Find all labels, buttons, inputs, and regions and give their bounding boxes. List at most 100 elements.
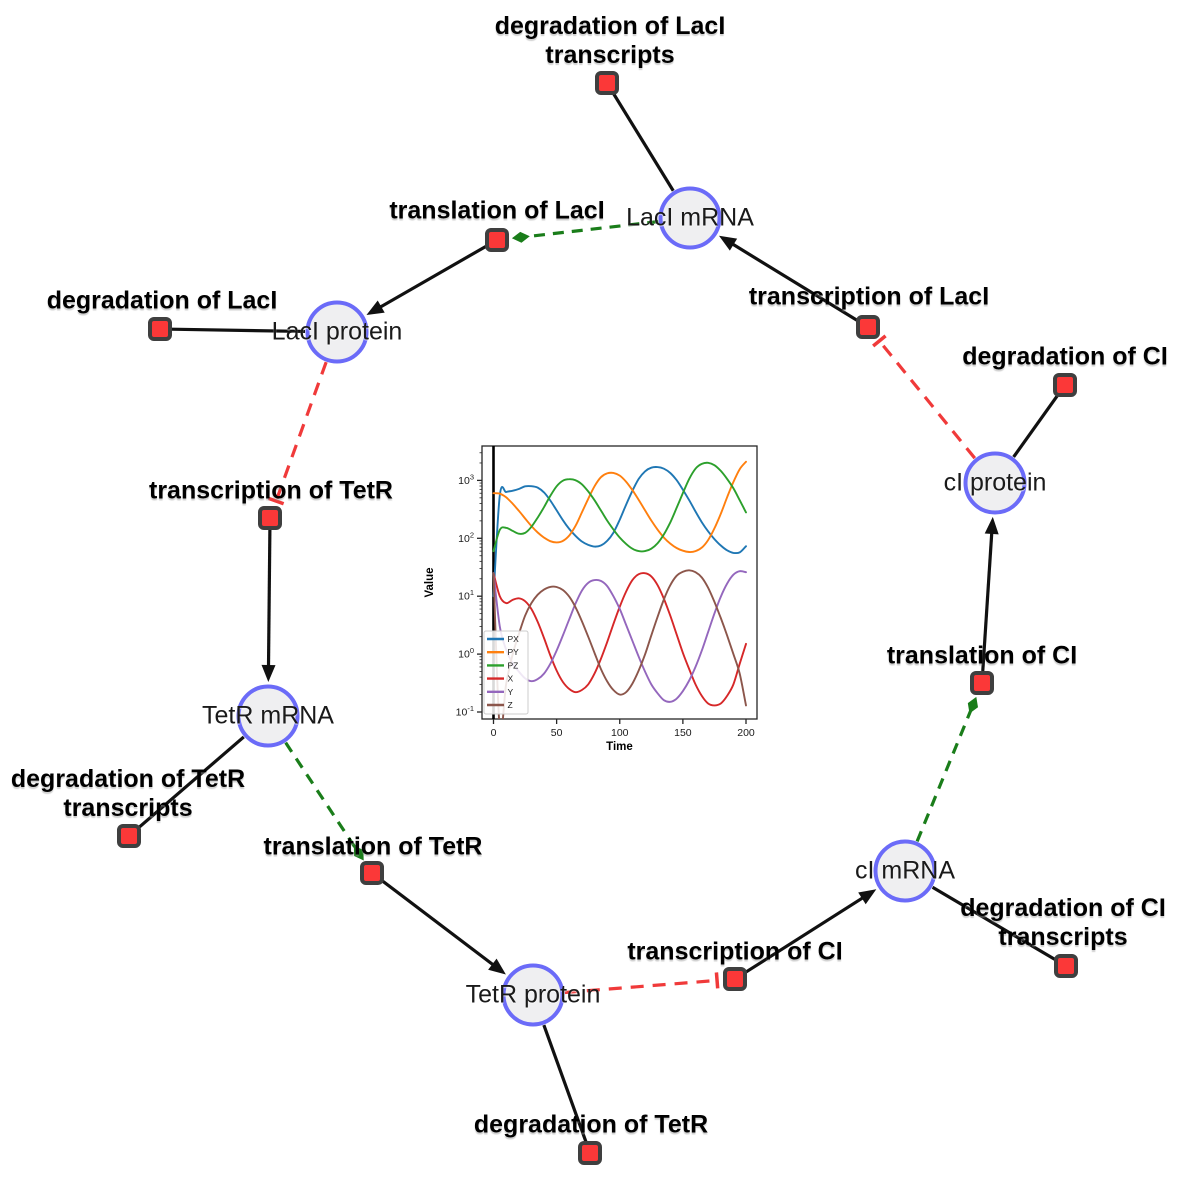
edge-cI-mRNA-to-deg-transcripts	[931, 885, 1058, 962]
reaction-label-deg-cI-tx: degradation of CI transcripts	[960, 894, 1166, 952]
arrowhead	[858, 889, 877, 905]
reaction-label-line: translation of CI	[886, 641, 1078, 670]
species-node-tetR-protein[interactable]	[501, 963, 565, 1027]
edge-line	[564, 978, 717, 995]
species-label-tetR-protein: TetR protein	[465, 980, 601, 1009]
edge-line	[915, 710, 973, 842]
arrowhead	[261, 664, 276, 683]
edge-tetR-mRNA-to-deg-transcripts	[136, 735, 245, 831]
inhibition-tbar	[872, 334, 887, 348]
edge-line	[274, 361, 328, 501]
species-label-lacI-mRNA: LacI mRNA	[626, 203, 754, 232]
reaction-label-deg-tetR-tx: degradation of TetR transcripts	[11, 765, 245, 823]
edge-line	[744, 894, 867, 974]
reaction-label-line: transcription of LacI	[748, 282, 990, 311]
reaction-label-line: degradation of LacI	[46, 286, 278, 315]
edge-translation-lacI-to-protein	[366, 244, 488, 316]
edge-tetR-protein-to-degradation	[542, 1024, 588, 1144]
reaction-node-transcr-cI[interactable]	[723, 967, 747, 991]
edge-line	[729, 241, 859, 323]
arrowhead	[488, 958, 506, 975]
reaction-label-line: translation of TetR	[263, 832, 483, 861]
reaction-label-line: degradation of LacI	[494, 12, 726, 40]
legend-label-PY: PY	[508, 647, 520, 657]
series-line-PZ	[492, 461, 747, 553]
x-tick-label: 0	[491, 727, 497, 739]
edge-cI-mRNA-to-translation	[915, 696, 978, 842]
legend-label-X: X	[508, 674, 514, 684]
species-node-lacI-mRNA[interactable]	[658, 186, 722, 250]
reaction-label-deg-tetR: degradation of TetR	[474, 1111, 708, 1140]
arrowhead	[984, 516, 999, 535]
edge-lacI-mRNA-to-translation	[511, 220, 659, 243]
arrowhead	[718, 235, 738, 251]
modifier-diamond-head	[511, 231, 530, 243]
reaction-label-line: translation of LacI	[389, 196, 605, 225]
species-node-cI-mRNA[interactable]	[873, 839, 937, 903]
reaction-node-deg-cI-tx[interactable]	[1054, 954, 1078, 978]
arrowhead	[366, 300, 385, 316]
edge-line	[380, 878, 497, 968]
edge-transcription-tetR-to-mRNA	[261, 529, 276, 683]
reaction-label-deg-lacI: degradation of LacI	[47, 287, 278, 316]
reaction-node-deg-cI[interactable]	[1053, 373, 1077, 397]
reaction-label-line: degradation of TetR	[473, 1110, 709, 1139]
edge-cI-protein-to-degradation	[1012, 393, 1060, 458]
chart-legend: PX PY PZ XYZ	[483, 630, 529, 715]
x-tick-label: 50	[551, 727, 563, 739]
reaction-node-transcr-tetR[interactable]	[258, 506, 282, 530]
series-line-Z	[492, 569, 747, 719]
inhibition-tbar	[267, 496, 285, 506]
legend-label-Y: Y	[508, 687, 514, 697]
series-line-PX	[492, 466, 747, 598]
edge-lacI-protein-to-degradation	[170, 327, 306, 334]
reaction-node-deg-lacI[interactable]	[148, 317, 172, 341]
reaction-label-transl-cI: translation of CI	[887, 642, 1077, 671]
reaction-node-transcr-lacI[interactable]	[856, 315, 880, 339]
edge-line	[376, 244, 488, 310]
edge-line	[526, 220, 659, 239]
reaction-node-deg-tetR[interactable]	[578, 1141, 602, 1165]
modifier-diamond-head	[353, 845, 364, 861]
edge-line	[284, 741, 357, 849]
edge-line	[266, 529, 272, 670]
reaction-label-line: degradation of CI	[962, 342, 1168, 371]
edge-tetR-mRNA-to-translation	[284, 741, 364, 861]
reaction-label-line: transcripts	[998, 923, 1128, 951]
edge-tetR-inhibits-transcr-cI	[564, 972, 720, 995]
reaction-label-transcr-cI: transcription of CI	[627, 938, 842, 967]
reaction-node-transl-cI[interactable]	[970, 671, 994, 695]
species-label-lacI-protein: LacI protein	[271, 317, 403, 346]
edge-translation-cI-to-protein	[981, 516, 999, 672]
species-node-tetR-mRNA[interactable]	[236, 684, 300, 748]
edge-transcription-lacI-to-mRNA	[718, 235, 859, 323]
reaction-label-line: transcription of TetR	[149, 476, 393, 505]
reaction-node-deg-tetR-tx[interactable]	[117, 824, 141, 848]
x-tick-label: 150	[674, 727, 692, 739]
species-label-tetR-mRNA: TetR mRNA	[202, 701, 334, 730]
reaction-label-transl-tetR: translation of TetR	[264, 833, 483, 862]
y-axis-title: Value	[424, 567, 436, 597]
reaction-node-transl-lacI[interactable]	[485, 228, 509, 252]
edge-line	[170, 327, 306, 334]
inhibition-tbar	[714, 972, 720, 989]
edge-lacI-mRNA-to-deg-transcripts	[611, 91, 675, 192]
legend-box	[483, 630, 529, 715]
x-tick-label: 100	[611, 727, 629, 739]
x-tick-label: 200	[737, 727, 755, 739]
reaction-node-transl-tetR[interactable]	[360, 861, 384, 885]
reaction-label-transcr-tetR: transcription of TetR	[149, 477, 393, 506]
reaction-node-deg-lacI-tx[interactable]	[595, 71, 619, 95]
species-node-lacI-protein[interactable]	[305, 300, 369, 364]
legend-label-PX: PX	[508, 634, 520, 644]
reaction-label-line: transcription of CI	[627, 937, 843, 966]
x-axis-title: Time	[606, 741, 633, 753]
edge-line	[611, 91, 675, 192]
reaction-label-line: transcripts	[63, 794, 193, 822]
reaction-label-line: transcripts	[545, 41, 675, 69]
species-node-cI-protein[interactable]	[963, 451, 1027, 515]
series-line-PY	[492, 460, 747, 553]
